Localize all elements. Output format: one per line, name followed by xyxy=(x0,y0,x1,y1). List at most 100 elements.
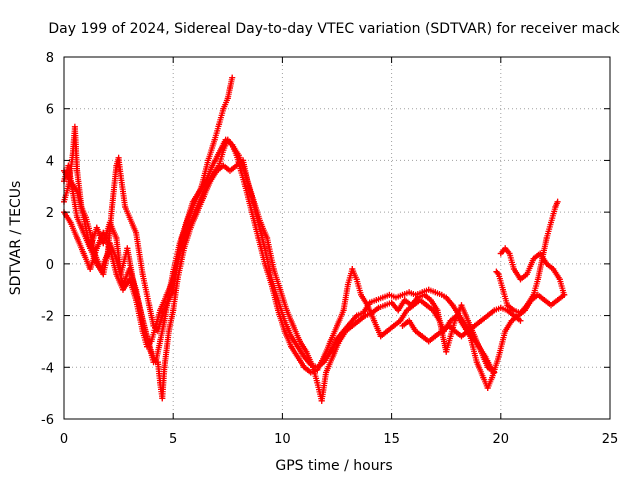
data-point xyxy=(432,289,439,296)
data-point xyxy=(478,317,485,324)
data-point xyxy=(465,328,472,335)
data-point xyxy=(517,309,524,316)
data-point xyxy=(301,353,308,360)
data-point xyxy=(517,276,524,283)
data-point xyxy=(126,214,133,221)
data-point xyxy=(421,291,428,298)
data-point xyxy=(261,260,268,267)
data-point xyxy=(183,229,190,236)
y-tick-label: 2 xyxy=(46,206,54,221)
data-point xyxy=(504,302,511,309)
data-point xyxy=(159,312,166,319)
data-point xyxy=(170,276,177,283)
data-point xyxy=(80,250,87,257)
data-point xyxy=(430,307,437,314)
data-point xyxy=(438,291,445,298)
data-point xyxy=(240,157,247,164)
chart-title: Day 199 of 2024, Sidereal Day-to-day VTE… xyxy=(48,21,620,37)
data-point xyxy=(425,286,432,293)
data-point xyxy=(209,162,216,169)
data-point xyxy=(170,307,177,314)
data-point xyxy=(480,374,487,381)
x-axis-label: GPS time / hours xyxy=(275,458,392,474)
data-point xyxy=(497,304,504,311)
data-point xyxy=(502,245,509,252)
data-point xyxy=(524,302,531,309)
data-point xyxy=(484,312,491,319)
data-point xyxy=(508,317,515,324)
data-point xyxy=(517,317,524,324)
data-point xyxy=(451,328,458,335)
x-tick-label: 5 xyxy=(169,432,177,447)
series-line xyxy=(62,77,234,333)
data-point xyxy=(148,338,155,345)
series-track-6 xyxy=(497,245,568,298)
data-point xyxy=(323,369,330,376)
data-point xyxy=(264,235,271,241)
data-point xyxy=(329,353,336,360)
data-point xyxy=(294,343,301,350)
data-point xyxy=(397,317,404,324)
data-point xyxy=(554,297,561,304)
data-point xyxy=(395,307,402,314)
data-point xyxy=(122,203,129,210)
x-tick-label: 15 xyxy=(383,432,400,447)
data-point xyxy=(425,338,432,345)
data-point xyxy=(126,276,133,283)
data-point xyxy=(106,245,113,252)
data-point xyxy=(74,214,81,221)
y-tick-label: -2 xyxy=(41,310,54,325)
data-point xyxy=(465,317,472,324)
data-point xyxy=(548,219,555,226)
data-point xyxy=(126,266,133,273)
data-point xyxy=(216,121,223,128)
data-point xyxy=(327,338,334,345)
data-point xyxy=(275,307,282,314)
data-point xyxy=(307,369,314,376)
data-point xyxy=(143,343,150,350)
data-point xyxy=(355,317,362,324)
data-point xyxy=(419,333,426,340)
data-point xyxy=(443,348,450,355)
data-point xyxy=(436,317,443,324)
data-point xyxy=(113,162,120,169)
data-point xyxy=(401,297,408,304)
data-point xyxy=(205,157,212,164)
data-point xyxy=(554,198,561,205)
y-tick-label: 8 xyxy=(46,51,54,66)
data-point xyxy=(344,281,351,288)
x-tick-label: 20 xyxy=(493,432,510,447)
y-tick-label: -4 xyxy=(41,361,54,376)
x-tick-label: 10 xyxy=(274,432,291,447)
data-point xyxy=(504,307,511,314)
data-point xyxy=(154,359,161,366)
grid-lines xyxy=(64,57,610,419)
data-point xyxy=(495,271,502,278)
data-point xyxy=(161,364,168,371)
data-point xyxy=(216,162,223,169)
data-point xyxy=(349,266,356,273)
data-point xyxy=(157,379,164,386)
data-point xyxy=(157,338,164,345)
data-point xyxy=(244,178,251,185)
data-point xyxy=(113,235,120,241)
data-point xyxy=(74,188,81,195)
data-point xyxy=(379,294,386,301)
plot-frame xyxy=(63,56,611,420)
data-point xyxy=(353,312,360,319)
data-point xyxy=(133,229,140,236)
y-tick-label: 4 xyxy=(46,154,54,169)
data-point xyxy=(257,219,264,226)
data-point xyxy=(301,364,308,371)
data-point xyxy=(382,302,389,309)
data-point xyxy=(283,307,290,314)
data-point xyxy=(334,322,340,329)
data-point xyxy=(342,328,349,335)
data-point xyxy=(67,219,74,226)
data-point xyxy=(373,297,380,304)
data-point xyxy=(445,322,452,329)
data-point xyxy=(100,229,107,236)
data-point xyxy=(497,250,504,257)
data-point xyxy=(71,123,78,130)
data-point xyxy=(93,260,100,267)
